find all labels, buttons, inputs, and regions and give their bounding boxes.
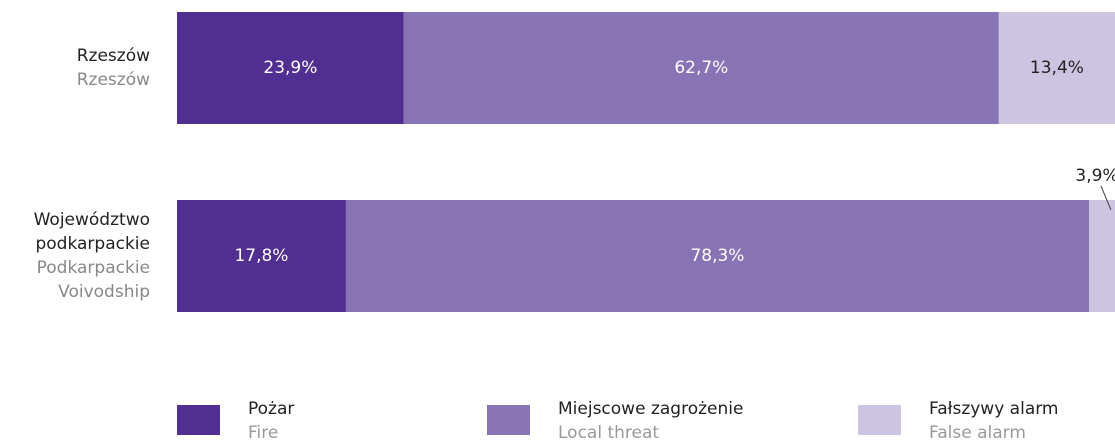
value-label: 3,9%	[1075, 166, 1115, 186]
value-label: 78,3%	[690, 246, 744, 266]
value-label: 13,4%	[1030, 58, 1084, 78]
legend-label-en: Fire	[248, 423, 278, 443]
value-label: 23,9%	[263, 58, 317, 78]
category-label: Rzeszów	[77, 46, 150, 66]
bar-segment	[1088, 200, 1115, 312]
legend-swatch	[858, 405, 901, 435]
bar-segment	[403, 12, 999, 124]
category-label: Województwo podkarpackie	[34, 210, 150, 254]
value-label: 17,8%	[234, 246, 288, 266]
legend-swatch	[177, 405, 220, 435]
legend-label-en: False alarm	[929, 423, 1026, 443]
category-label-en: Podkarpackie Voivodship	[37, 258, 150, 302]
category-label-en: Rzeszów	[77, 70, 150, 90]
value-label: 62,7%	[674, 58, 728, 78]
legend-label: Fałszywy alarm	[929, 399, 1058, 419]
legend-label: Miejscowe zagrożenie	[558, 399, 743, 419]
legend-label: Pożar	[248, 399, 294, 419]
bar-segment	[998, 12, 1115, 124]
bar-segment	[177, 200, 346, 312]
legend-label-en: Local threat	[558, 423, 659, 443]
bar-segment	[177, 12, 404, 124]
leader-line	[1100, 185, 1112, 211]
legend-swatch	[487, 405, 530, 435]
bar-segment	[345, 200, 1089, 312]
